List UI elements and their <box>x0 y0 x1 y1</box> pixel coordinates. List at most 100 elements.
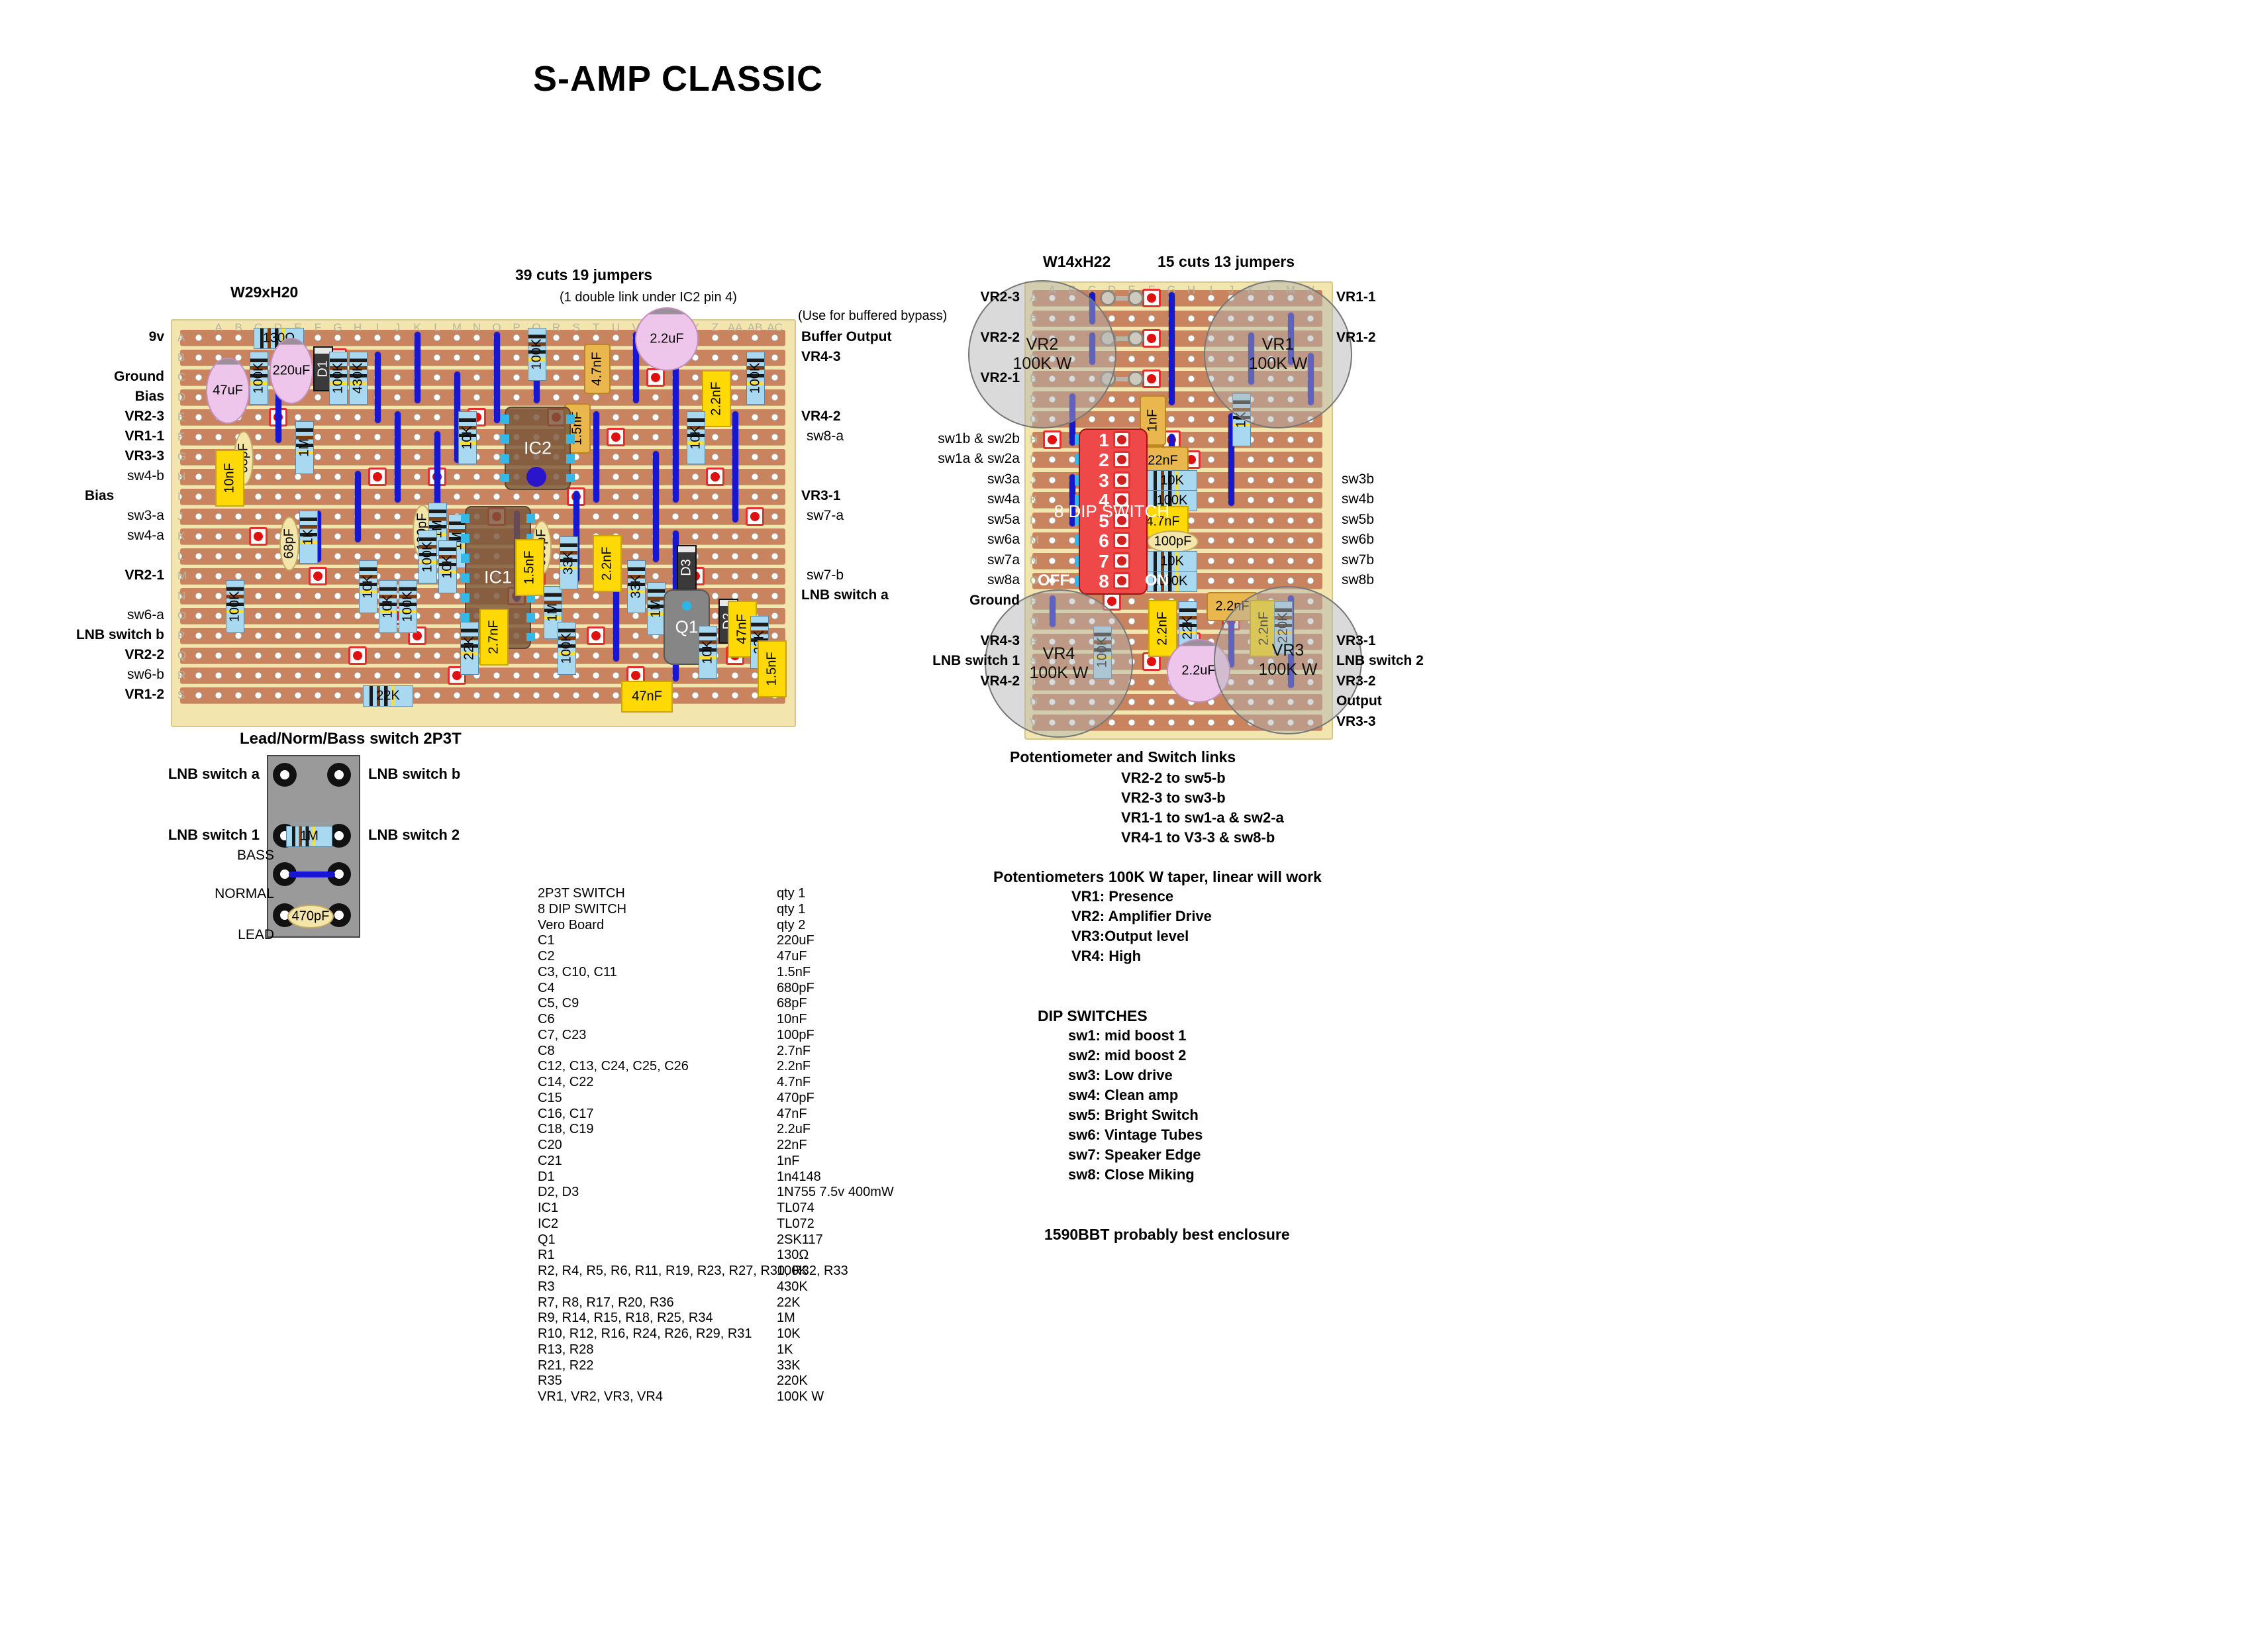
right-board-track-cut <box>1043 430 1061 449</box>
left-board-label-right: LNB switch a <box>801 587 889 603</box>
left-board-jumper-wire <box>613 570 619 662</box>
right-board-row-letter: O <box>1030 574 1039 587</box>
left-board-row-letter: I <box>177 490 181 503</box>
left-board-component-10k: 10K <box>687 411 705 464</box>
right-board-pot-vr3: VR3 100K W <box>1214 586 1362 734</box>
right-board-pot-taper: 100K W <box>1029 664 1089 682</box>
right-board-label-left: VR4-3 <box>980 632 1020 648</box>
lnb-mode-label: BASS <box>236 848 274 863</box>
right-board-size-label: W14xH22 <box>1043 253 1111 270</box>
right-board-pot-vr1: VR1 100K W <box>1204 280 1352 428</box>
left-board-track-cut <box>348 646 367 665</box>
left-board-component-10k: 10K <box>359 560 377 613</box>
right-board-label-left: sw5a <box>987 511 1020 527</box>
right-board-label-left: sw4a <box>987 491 1020 507</box>
left-board-col-letter: N <box>472 321 481 334</box>
bom-part: D2, D3 <box>538 1185 579 1200</box>
left-board-col-letter: P <box>513 321 520 334</box>
left-board-component-430k: 430K <box>349 352 368 405</box>
right-board-col-letter: H <box>1187 283 1196 296</box>
potentiometer-line: VR2: Amplifier Drive <box>1071 908 1212 924</box>
left-board-col-letter: O <box>492 321 501 334</box>
right-board-row-letter: H <box>1030 432 1038 446</box>
left-board-track-cut <box>408 626 426 645</box>
left-board-col-letter: F <box>314 321 322 334</box>
left-board-component-label: 2.2uF <box>650 331 684 346</box>
right-board-label-left: sw1a & sw2a <box>938 451 1020 466</box>
right-board-row-letter: M <box>1030 534 1040 546</box>
left-board-jumper-wire <box>394 411 401 503</box>
left-board-jumper-wire <box>672 332 679 503</box>
left-board-col-letter: V <box>632 321 640 334</box>
left-board-component-68pf: 68pF <box>279 517 299 571</box>
left-board-component-10k: 10K <box>379 580 397 633</box>
right-board-component-100k: 100K <box>1147 571 1197 592</box>
bom-part: C1 <box>538 933 555 948</box>
bom-value: 2.2uF <box>777 1122 811 1137</box>
potentiometer-line: VR4: High <box>1071 948 1142 964</box>
left-board-strip <box>180 489 785 505</box>
right-board-component-label: 10K <box>1160 473 1184 487</box>
left-board-size-label: W29xH20 <box>230 283 299 301</box>
pot-switch-link-line: VR2-2 to sw5-b <box>1121 770 1226 786</box>
left-board-row-letter: H <box>177 470 186 483</box>
left-board-track-cut <box>368 468 387 486</box>
bom-value: 10K <box>777 1326 801 1341</box>
right-board-component-10k: 10K <box>1147 550 1197 572</box>
left-board-jumper-wire <box>732 411 738 522</box>
lnb-label-right: LNB switch b <box>368 766 461 782</box>
left-board-label-left: VR1-2 <box>124 687 164 702</box>
left-board-label-left: VR2-1 <box>124 568 164 583</box>
right-board-row-letter: I <box>1030 453 1033 466</box>
left-board-col-letter: AB <box>747 321 763 334</box>
right-board-dip-pad <box>1113 471 1130 489</box>
right-board-col-letter: J <box>1228 283 1234 296</box>
right-board-dip-pad <box>1113 491 1130 509</box>
bom-value: 1N755 7.5v 400mW <box>777 1185 894 1200</box>
lnb-resistor: 1M <box>286 826 332 847</box>
bom-part: C16, C17 <box>538 1106 594 1121</box>
right-board-component-label: 2.2uF <box>1181 663 1216 678</box>
right-board-pot-vr2: VR2 100K W <box>968 280 1116 428</box>
bom-value: 130Ω <box>777 1248 809 1263</box>
right-board-label-right: VR1-2 <box>1336 330 1376 345</box>
right-board-dip-number: 2 <box>1099 450 1109 470</box>
left-board-jumper-wire <box>414 332 420 403</box>
left-board-row-letter: S <box>177 689 185 701</box>
left-board-component-2.7nf: 2.7nF <box>479 609 509 666</box>
bom-part: R1 <box>538 1248 555 1263</box>
left-board-component-100k: 100K <box>558 622 576 675</box>
bom-part: 8 DIP SWITCH <box>538 901 627 917</box>
left-board-component-4.7nf: 4.7nF <box>584 344 611 394</box>
bom-part: C15 <box>538 1090 562 1105</box>
right-board-pot-taper: 100K W <box>1258 660 1318 679</box>
left-board-jumper-wire <box>374 352 381 423</box>
left-board-row-letter: M <box>177 570 187 582</box>
right-board-label-right: sw4b <box>1342 491 1375 507</box>
right-board-component-label: 10K <box>1160 554 1184 568</box>
left-board-col-letter: G <box>333 321 342 334</box>
left-board-strip <box>180 449 785 465</box>
right-board-row-letter: L <box>1030 513 1036 526</box>
lnb-terminal <box>273 763 297 787</box>
bom-value: 100K W <box>777 1389 824 1404</box>
left-board-label-left: sw3-a <box>126 508 164 523</box>
right-board-pot-taper: 100K W <box>1012 354 1072 373</box>
left-board-jumper-wire <box>493 332 500 423</box>
lnb-terminal <box>327 763 351 787</box>
left-board-component-10k: 10K <box>699 626 717 679</box>
left-board-row-letter: L <box>177 550 184 562</box>
left-board-solder-dot <box>526 467 546 487</box>
bom-value: 1.5nF <box>777 964 811 979</box>
right-board-label-left: sw1b & sw2b <box>938 430 1020 446</box>
lnb-mode-label: NORMAL <box>215 886 274 901</box>
left-board-track-cut <box>309 567 327 585</box>
left-board-component-33k: 33K <box>560 536 578 589</box>
left-board-row-letter: N <box>177 589 186 602</box>
bom-part: 2P3T SWITCH <box>538 886 625 901</box>
left-board-component-1m: 1M <box>295 421 314 474</box>
bom-part: R13, R28 <box>538 1342 594 1357</box>
bom-part: C3, C10, C11 <box>538 964 617 979</box>
bom-value: qty 1 <box>777 901 806 917</box>
left-board-col-letter: L <box>434 321 440 334</box>
